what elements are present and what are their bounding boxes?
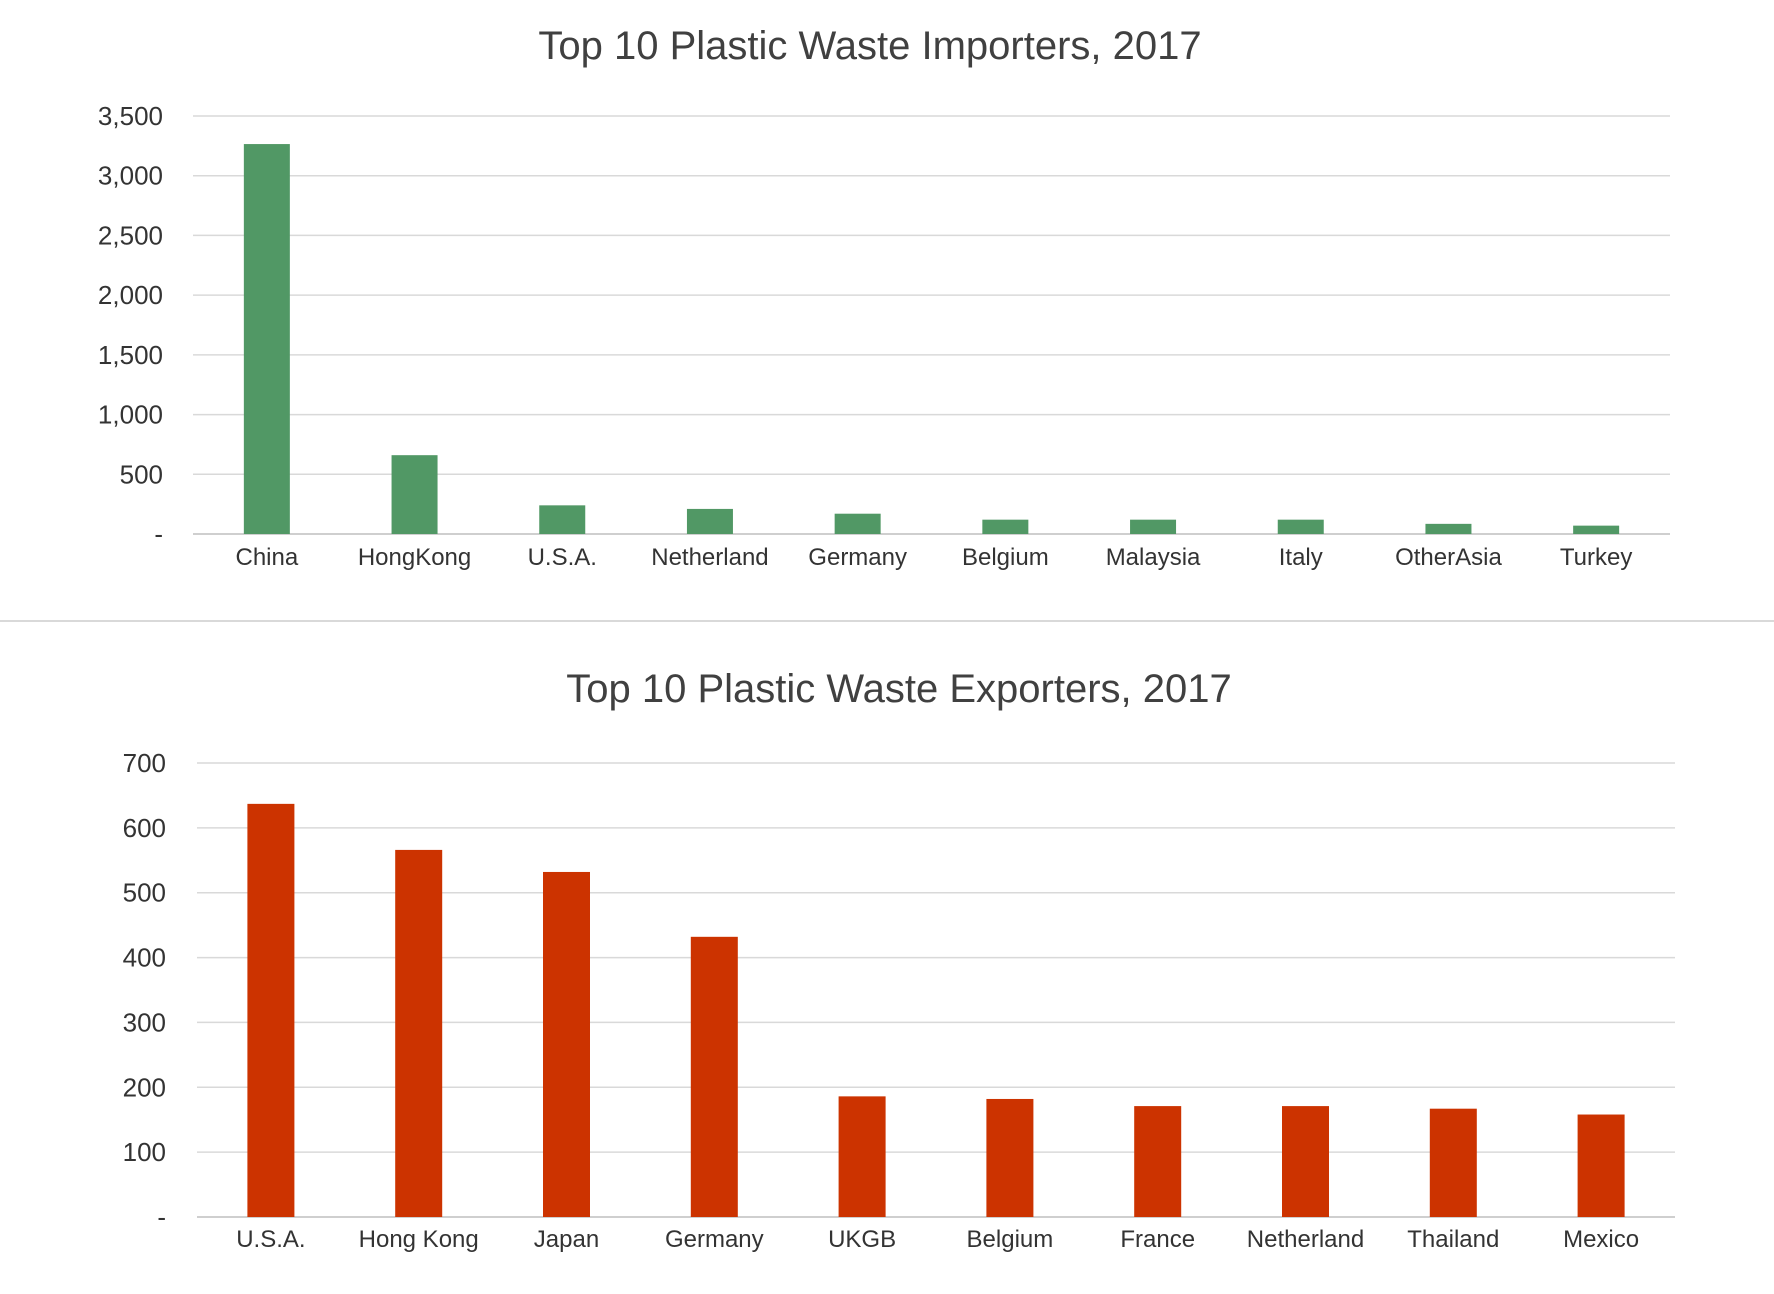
importers-category-label: Malaysia [1106,544,1201,571]
exporters-bar-ukgb [838,1096,886,1217]
exporters-bar-hong-kong [395,849,443,1217]
importers-category-label: OtherAsia [1395,544,1502,571]
exporters-category-label: Japan [534,1226,599,1253]
exporters-y-tick-label: 300 [123,1007,166,1037]
importers-y-tick-label: 3,000 [98,161,163,191]
importers-chart-plot: - 500 1,000 1,500 2,000 2,500 3,000 3,500 China H… [98,101,1670,571]
importers-y-tick-label: 2,500 [98,220,163,250]
chart-divider [0,620,1774,622]
importers-y-tick-label: 500 [120,459,163,489]
exporters-bar-thailand [1429,1108,1477,1217]
importers-bar-otherasia [1425,523,1472,534]
importers-bar-malaysia [1130,519,1177,534]
exporters-category-label: Belgium [967,1226,1054,1253]
importers-category-label: Belgium [962,544,1049,571]
importers-category-label: China [235,544,298,571]
exporters-bar-belgium [986,1098,1034,1217]
importers-y-tick-label: 2,000 [98,280,163,310]
importers-bar-china [243,144,290,534]
exporters-category-label: Thailand [1407,1226,1499,1253]
exporters-category-label: Hong Kong [359,1226,479,1253]
exporters-bar-japan [543,871,590,1217]
importers-category-label: U.S.A. [528,544,597,571]
importers-chart-title: Top 10 Plastic Waste Importers, 2017 [538,24,1202,68]
exporters-y-tick-label: 200 [123,1072,166,1102]
importers-bar-italy [1277,519,1324,534]
exporters-chart-title: Top 10 Plastic Waste Exporters, 2017 [566,667,1232,711]
importers-bar-turkey [1573,525,1620,534]
exporters-y-tick-label: 600 [123,813,166,843]
exporters-category-label: Netherland [1247,1226,1364,1253]
importers-bar-u-s-a [539,505,586,534]
exporters-category-label: Mexico [1563,1226,1639,1253]
importers-bar-netherland [686,508,733,534]
importers-category-label: Turkey [1560,544,1632,571]
importers-y-tick-label: 1,000 [98,400,163,430]
importers-bar-germany [834,513,881,534]
exporters-category-label: UKGB [828,1226,896,1253]
exporters-bar-netherland [1282,1106,1329,1217]
exporters-y-tick-label: 500 [123,878,166,908]
exporters-bar-mexico [1577,1114,1625,1217]
importers-category-label: Netherland [651,544,768,571]
exporters-y-tick-label: - [157,1202,166,1232]
importers-bar-hongkong [391,455,438,534]
exporters-category-label: France [1120,1226,1195,1253]
exporters-chart-plot: - 100 200 300 400 500 600 700 U.S.A. Hong Kong Jap… [123,748,1675,1253]
exporters-category-label: Germany [665,1226,764,1253]
exporters-bar-u-s-a [247,803,295,1217]
exporters-category-label: U.S.A. [236,1226,305,1253]
importers-y-tick-label: 1,500 [98,340,163,370]
exporters-bar-germany [690,936,738,1217]
exporters-y-tick-label: 400 [123,943,166,973]
exporters-bar-france [1134,1106,1182,1217]
importers-category-label: HongKong [358,544,471,571]
importers-bar-belgium [982,519,1029,534]
importers-y-tick-label: - [154,519,163,549]
importers-category-label: Germany [808,544,907,571]
exporters-y-tick-label: 100 [123,1137,166,1167]
importers-y-tick-label: 3,500 [98,101,163,131]
exporters-y-tick-label: 700 [123,748,166,778]
exporters-chart: Top 10 Plastic Waste Exporters, 2017 - 10… [0,625,1774,1294]
importers-category-label: Italy [1279,544,1323,571]
importers-chart: Top 10 Plastic Waste Importers, 2017 - 50… [0,0,1774,620]
